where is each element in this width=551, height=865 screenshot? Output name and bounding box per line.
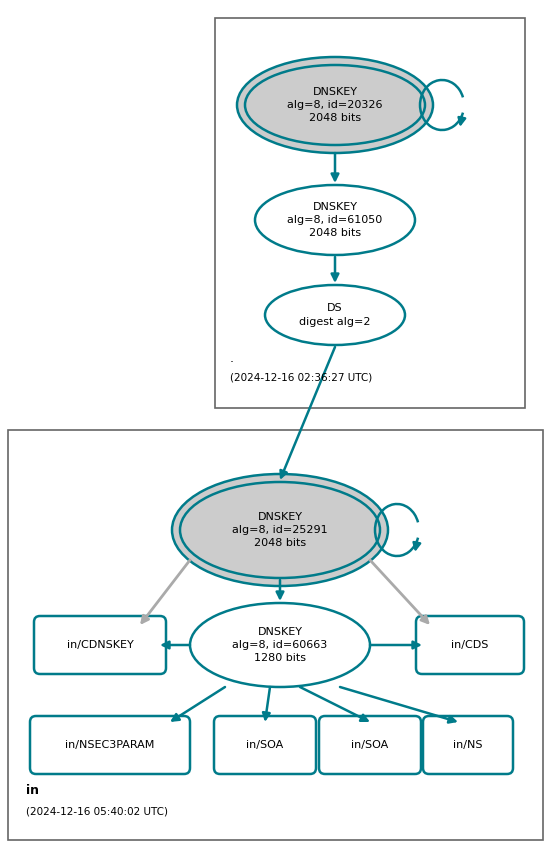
Ellipse shape	[255, 185, 415, 255]
Text: in: in	[26, 784, 39, 797]
Ellipse shape	[245, 65, 425, 145]
FancyBboxPatch shape	[423, 716, 513, 774]
FancyBboxPatch shape	[34, 616, 166, 674]
Ellipse shape	[237, 57, 433, 153]
Text: in/CDNSKEY: in/CDNSKEY	[67, 640, 133, 650]
FancyBboxPatch shape	[319, 716, 421, 774]
Ellipse shape	[190, 603, 370, 687]
Text: (2024-12-16 05:40:02 UTC): (2024-12-16 05:40:02 UTC)	[26, 807, 168, 817]
FancyBboxPatch shape	[214, 716, 316, 774]
Text: DNSKEY
alg=8, id=61050
2048 bits: DNSKEY alg=8, id=61050 2048 bits	[288, 202, 382, 238]
Ellipse shape	[265, 285, 405, 345]
Text: DS
digest alg=2: DS digest alg=2	[299, 304, 371, 327]
Text: in/CDS: in/CDS	[451, 640, 489, 650]
Text: in/NSEC3PARAM: in/NSEC3PARAM	[66, 740, 155, 750]
Text: in/SOA: in/SOA	[352, 740, 388, 750]
Ellipse shape	[180, 482, 380, 578]
FancyBboxPatch shape	[416, 616, 524, 674]
FancyBboxPatch shape	[30, 716, 190, 774]
Text: .: .	[230, 351, 234, 364]
FancyBboxPatch shape	[215, 18, 525, 408]
Text: DNSKEY
alg=8, id=60663
1280 bits: DNSKEY alg=8, id=60663 1280 bits	[233, 627, 328, 663]
FancyBboxPatch shape	[8, 430, 543, 840]
Text: (2024-12-16 02:36:27 UTC): (2024-12-16 02:36:27 UTC)	[230, 373, 372, 383]
Ellipse shape	[172, 474, 388, 586]
Text: in/SOA: in/SOA	[246, 740, 284, 750]
Text: in/NS: in/NS	[453, 740, 483, 750]
Text: DNSKEY
alg=8, id=20326
2048 bits: DNSKEY alg=8, id=20326 2048 bits	[287, 86, 383, 123]
Text: DNSKEY
alg=8, id=25291
2048 bits: DNSKEY alg=8, id=25291 2048 bits	[232, 512, 328, 548]
